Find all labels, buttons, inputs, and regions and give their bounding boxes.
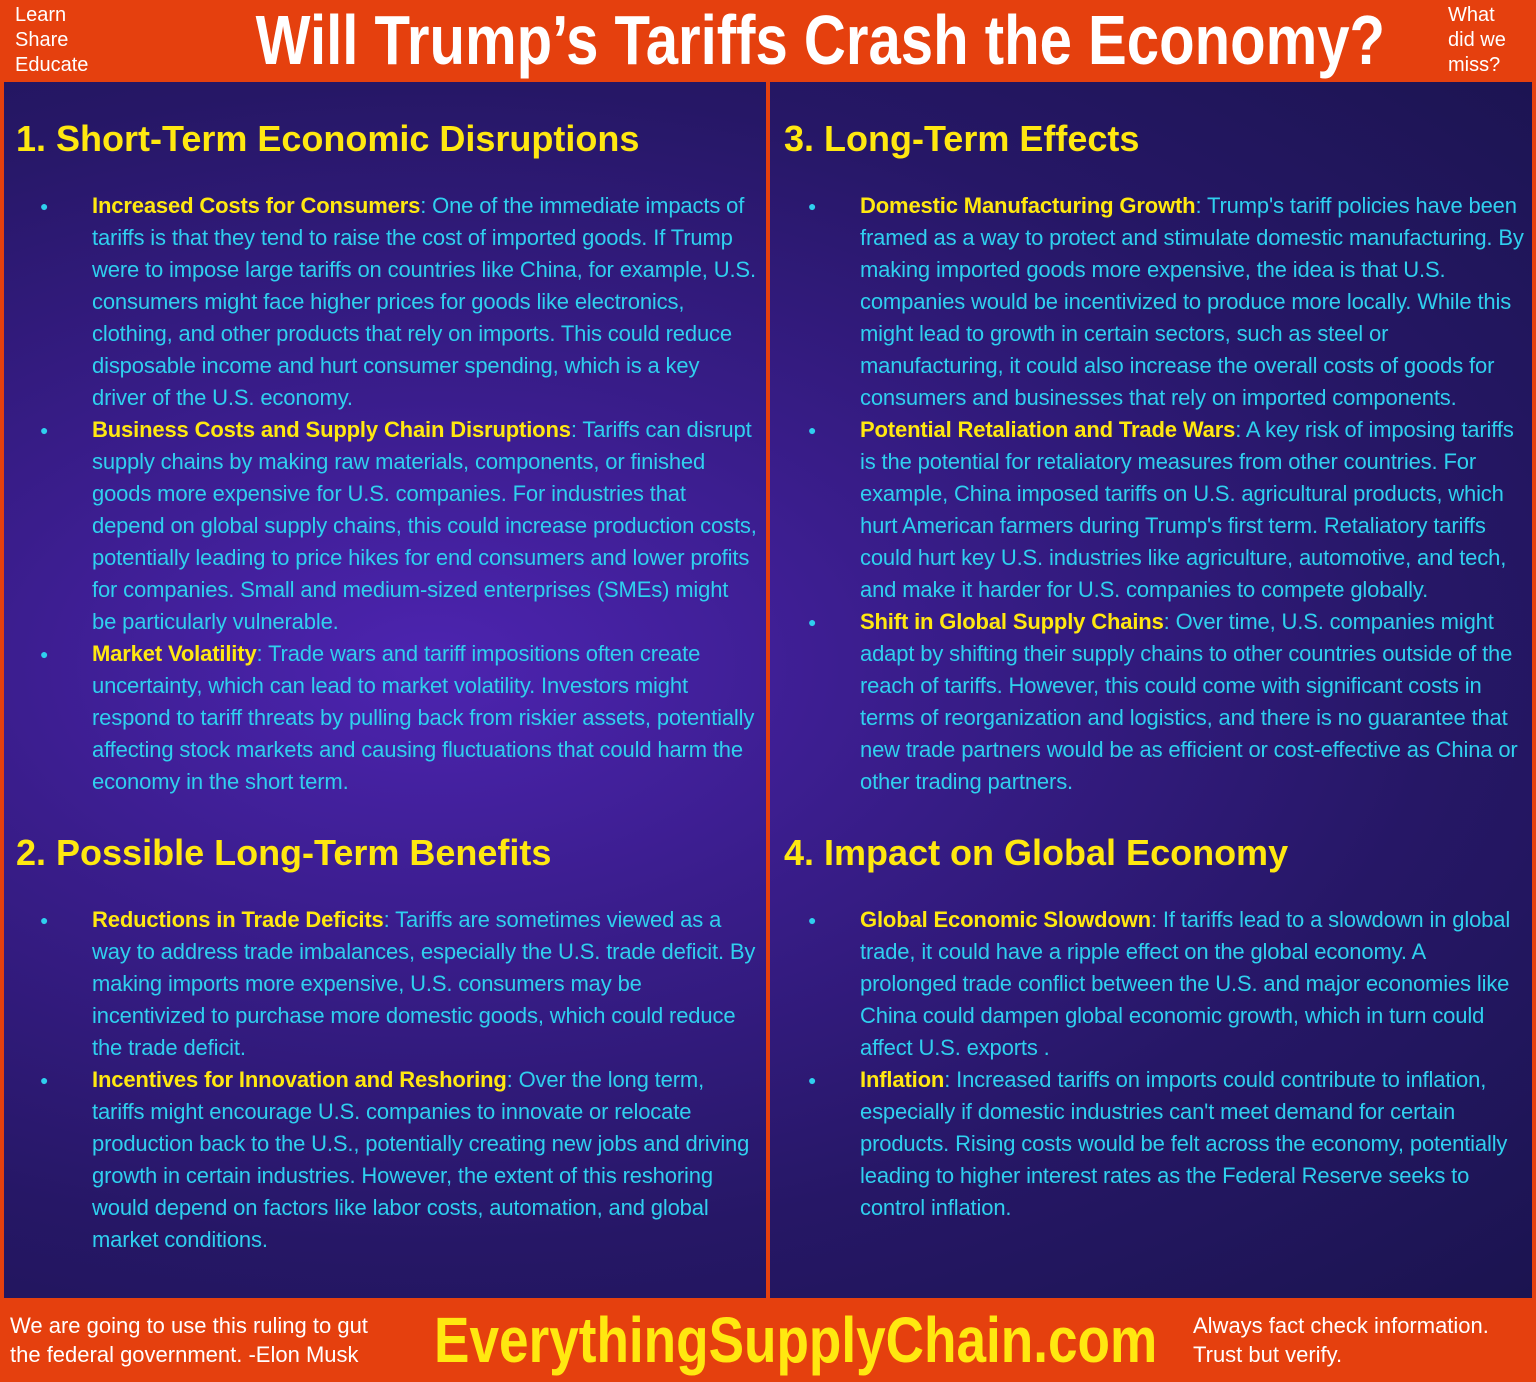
line: We are going to use this ruling to gut <box>10 1313 368 1338</box>
section-title: 4. Impact on Global Economy <box>784 832 1289 873</box>
bullet-item: Potential Retaliation and Trade Wars: A … <box>784 414 1526 606</box>
bullet-item: Business Costs and Supply Chain Disrupti… <box>16 414 758 638</box>
description: : If tariffs lead to a slowdown in globa… <box>860 907 1511 1060</box>
line: did we <box>1448 29 1506 51</box>
bullet-item: Domestic Manufacturing Growth: Trump's t… <box>784 190 1526 414</box>
term: Incentives for Innovation and Reshoring <box>92 1067 507 1092</box>
term: Potential Retaliation and Trade Wars <box>860 417 1236 442</box>
bullet-list: Domestic Manufacturing Growth: Trump's t… <box>784 190 1526 798</box>
description: : Over the long term, tariffs might enco… <box>92 1067 750 1252</box>
line: the federal government. -Elon Musk <box>10 1342 359 1367</box>
section: 4. Impact on Global Economy Global Econom… <box>784 831 1526 1224</box>
header-left: Learn Share Educate <box>15 3 88 78</box>
header-right: What did we miss? <box>1448 3 1506 78</box>
description: : Trump's tariff policies have been fram… <box>860 193 1524 410</box>
column-divider <box>766 82 770 1298</box>
term: Global Economic Slowdown <box>860 907 1151 932</box>
term: Reductions in Trade Deficits <box>92 907 384 932</box>
term: Inflation <box>860 1067 945 1092</box>
footer: We are going to use this ruling to gut t… <box>0 1298 1536 1382</box>
bullet-item: Incentives for Innovation and Reshoring:… <box>16 1064 758 1256</box>
description: : Tariffs are sometimes viewed as a way … <box>92 907 756 1060</box>
footer-note: Always fact check information. Trust but… <box>1193 1311 1489 1369</box>
term: Increased Costs for Consumers <box>92 193 421 218</box>
left-column: 1. Short-Term Economic Disruptions Increa… <box>16 82 758 1256</box>
term: Shift in Global Supply Chains <box>860 609 1164 634</box>
bullet-item: Reductions in Trade Deficits: Tariffs ar… <box>16 904 758 1064</box>
description: : Trade wars and tariff impositions ofte… <box>92 641 755 794</box>
term: Domestic Manufacturing Growth <box>860 193 1196 218</box>
term: Market Volatility <box>92 641 257 666</box>
bullet-item: Shift in Global Supply Chains: Over time… <box>784 606 1526 798</box>
description: : Tariffs can disrupt supply chains by m… <box>92 417 757 634</box>
line: Educate <box>15 54 89 76</box>
section-title: 2. Possible Long-Term Benefits <box>16 832 552 873</box>
term: Business Costs and Supply Chain Disrupti… <box>92 417 571 442</box>
bullet-list: Increased Costs for Consumers: One of th… <box>16 190 758 798</box>
bullet-item: Inflation: Increased tariffs on imports … <box>784 1064 1526 1224</box>
title-text: Will Trump’s Tariffs Crash the Economy? <box>255 1 1386 79</box>
section-title: 3. Long-Term Effects <box>784 118 1140 159</box>
bullet-item: Market Volatility: Trade wars and tariff… <box>16 638 758 798</box>
line: Always fact check information. <box>1193 1313 1489 1338</box>
site-text: EverythingSupplyChain.com <box>434 1304 1158 1376</box>
section: 3. Long-Term Effects Domestic Manufacturi… <box>784 117 1526 798</box>
line: Learn <box>15 4 67 26</box>
description: : A key risk of imposing tariffs is the … <box>860 417 1514 602</box>
bullet-list: Global Economic Slowdown: If tariffs lea… <box>784 904 1526 1224</box>
line: Share <box>15 29 69 51</box>
right-column: 3. Long-Term Effects Domestic Manufacturi… <box>784 82 1526 1224</box>
bullet-item: Global Economic Slowdown: If tariffs lea… <box>784 904 1526 1064</box>
footer-quote: We are going to use this ruling to gut t… <box>10 1311 368 1369</box>
description: : Over time, U.S. companies might adapt … <box>860 609 1518 794</box>
line: What <box>1448 4 1495 26</box>
section: 1. Short-Term Economic Disruptions Increa… <box>16 117 758 798</box>
title: Will Trump’s Tariffs Crash the Economy? <box>140 0 1396 82</box>
line: miss? <box>1448 54 1501 76</box>
section: 2. Possible Long-Term Benefits Reductions… <box>16 831 758 1256</box>
bullet-list: Reductions in Trade Deficits: Tariffs ar… <box>16 904 758 1256</box>
line: Trust but verify. <box>1193 1342 1343 1367</box>
section-title: 1. Short-Term Economic Disruptions <box>16 118 640 159</box>
bullet-item: Increased Costs for Consumers: One of th… <box>16 190 758 414</box>
description: : Increased tariffs on imports could con… <box>860 1067 1508 1220</box>
site: EverythingSupplyChain.com <box>360 1298 1180 1382</box>
description: : One of the immediate impacts of tariff… <box>92 193 756 410</box>
header: Learn Share Educate Will Trump’s Tariffs… <box>0 0 1536 82</box>
